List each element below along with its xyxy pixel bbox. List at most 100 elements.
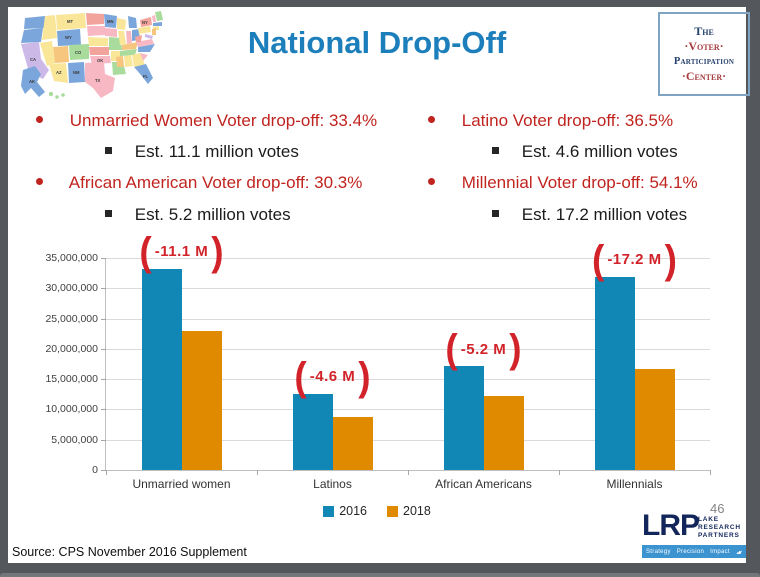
bullet-subitem: Est. 4.6 million votes [492,142,678,162]
annotation-value: -11.1 M [154,243,209,261]
lrp-name-line: RESEARCH [698,524,741,531]
y-axis-tick [101,409,106,411]
svg-text:MN: MN [107,19,114,24]
svg-text:TX: TX [95,78,101,83]
bullet-subtext: Est. 5.2 million votes [134,205,291,224]
legend-item-2016: 2016 [323,504,367,518]
svg-text:CO: CO [75,50,82,55]
bullet-subitem: Est. 5.2 million votes [105,205,291,225]
vpc-line: ·Center· [681,69,727,83]
drop-annotation: (-17.2 M) [560,237,710,282]
lrp-abbr: LRP [642,509,700,542]
y-axis-tick [101,258,106,259]
bullet-text: Unmarried Women Voter drop-off: 33.4% [69,111,378,130]
legend-swatch-2018 [387,505,398,517]
bar-2018-1 [181,331,222,470]
gridline [106,288,710,290]
y-axis-tick [101,318,106,320]
square-bullet-icon [492,147,499,154]
drop-annotation: (-11.1 M) [107,229,257,274]
x-axis-tick [710,470,711,475]
vpc-line: ·Voter· [684,39,724,53]
y-axis-label: 0 [92,464,98,476]
bullet-icon [428,178,435,185]
bullet-item: African American Voter drop-off: 30.3% [36,173,362,193]
y-axis-tick [101,470,106,471]
annotation-paren: ) [211,229,224,274]
source-note: Source: CPS November 2016 Supplement [12,545,247,559]
annotation-paren: ) [664,237,677,282]
legend-item-2018: 2018 [387,504,431,518]
annotation-paren: ) [358,354,371,399]
y-axis-label: 35,000,000 [45,252,98,264]
bar-2016-2 [292,393,333,470]
legend-label-2016: 2016 [339,504,367,518]
bullet-subtext: Est. 17.2 million votes [521,205,688,224]
y-axis-tick [101,288,106,290]
lrp-tagline-word: Precision [676,548,705,555]
x-axis-label: African Americans [435,477,532,491]
gridline [106,379,710,381]
y-axis-tick [101,439,106,441]
lrp-name: LAKE RESEARCH PARTNERS [698,516,741,540]
y-axis-label: 5,000,000 [51,433,98,446]
y-axis-label: 20,000,000 [45,342,98,355]
page-title: National Drop-Off [247,25,507,60]
lrp-tagline-bar: Strategy Precision Impact [642,545,746,558]
lrp-tagline-word: Strategy [646,548,671,555]
bullet-subitem: Est. 17.2 million votes [492,205,687,225]
bullet-icon [428,116,435,123]
drop-annotation: (-4.6 M) [258,354,408,399]
bullet-text: Millennial Voter drop-off: 54.1% [461,173,698,192]
gridline [106,409,710,411]
drop-annotation: (-5.2 M) [409,326,559,372]
svg-text:NM: NM [73,70,80,75]
bar-2016-4 [594,276,635,470]
gridline [106,258,710,259]
square-bullet-icon [492,210,499,217]
bullet-text: Latino Voter drop-off: 36.5% [461,111,674,130]
annotation-paren: ) [509,326,522,372]
chart-plot: 0 5,000,000 10,000,000 15,000,000 20,000,000… [45,231,711,491]
slide: CA MT WY CO AZ NM TX OK MN FL NY AK National Dro… [8,7,750,563]
chart-legend: 2016 2018 [8,504,746,518]
bullet-item: Unmarried Women Voter drop-off: 33.4% [36,111,377,131]
bullet-item: Millennial Voter drop-off: 54.1% [428,173,698,193]
svg-text:NY: NY [142,20,148,25]
annotation-paren: ( [139,229,152,274]
bullet-subitem: Est. 11.1 million votes [105,142,299,162]
bar-2018-3 [483,395,524,470]
bullet-text: African American Voter drop-off: 30.3% [68,173,363,192]
square-bullet-icon [105,147,112,154]
bullet-subtext: Est. 4.6 million votes [521,142,678,161]
bar-2018-4 [634,369,675,470]
y-axis-tick [101,379,106,381]
vpc-line: The [694,24,714,38]
annotation-paren: ( [591,237,605,282]
bullet-item: Latino Voter drop-off: 36.5% [428,111,673,131]
gridline [106,348,710,350]
svg-text:OK: OK [97,58,103,63]
gridline [106,439,710,441]
page-number: 46 [710,501,725,516]
x-axis-label: Unmarried women [132,477,231,491]
vpc-line: Participation [673,56,735,67]
lrp-name-line: PARTNERS [698,532,740,539]
svg-text:WY: WY [65,35,72,40]
bullet-icon [36,116,43,123]
svg-text:MT: MT [67,19,73,24]
y-axis-tick [101,348,106,350]
svg-text:CA: CA [30,57,36,62]
x-axis-label: Latinos [313,477,352,491]
annotation-value: -5.2 M [460,340,507,358]
annotation-paren: ( [294,354,307,399]
x-axis-tick [408,470,409,475]
y-axis-label: 25,000,000 [45,312,98,325]
svg-text:FL: FL [143,74,149,79]
lrp-name-line: LAKE [698,516,719,523]
annotation-value: -4.6 M [309,368,356,386]
x-axis-tick [559,470,560,475]
legend-swatch-2016 [323,505,335,517]
next-slide-edge [0,573,760,577]
